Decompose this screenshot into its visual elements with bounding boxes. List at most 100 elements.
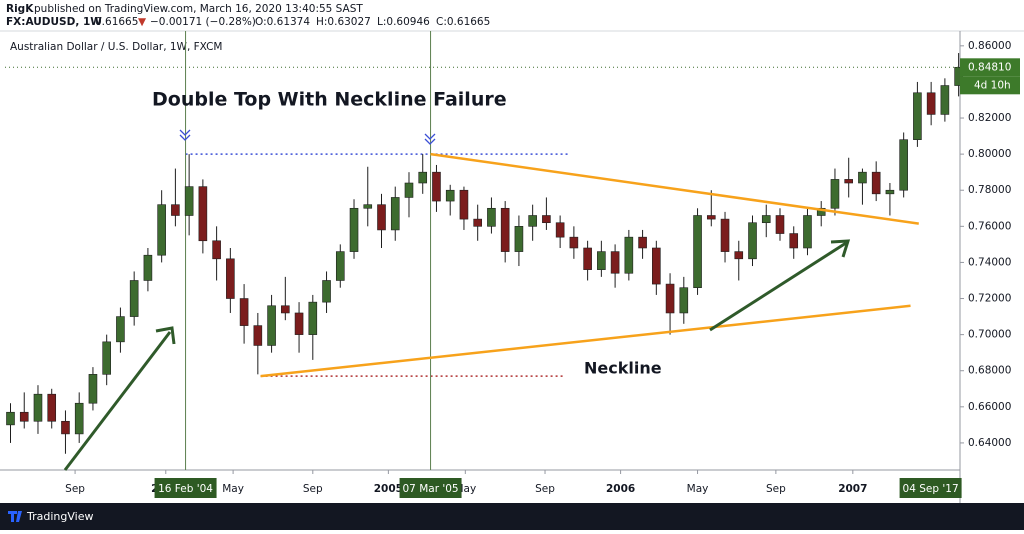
candle-body xyxy=(761,215,771,224)
arrow-head xyxy=(155,326,176,345)
y-tick-label: 0.70000 xyxy=(968,329,1011,341)
published: published on TradingView.com, March 16, … xyxy=(34,3,363,15)
marker-label: 04 Sep '17 xyxy=(903,483,959,495)
candle-body xyxy=(706,215,716,220)
candle-body xyxy=(390,197,400,231)
candle-body xyxy=(459,189,469,220)
candle-body xyxy=(528,215,537,227)
arrows xyxy=(63,239,851,471)
x-tick-label: Sep xyxy=(535,483,555,495)
candle-body xyxy=(473,218,482,227)
candle-body xyxy=(913,92,922,140)
candle-body xyxy=(267,305,276,346)
candle-body xyxy=(638,236,647,249)
countdown: 4d 10h xyxy=(974,79,1011,91)
candle-body xyxy=(335,251,345,281)
candle-body xyxy=(157,204,166,256)
x-tick-label: Sep xyxy=(303,483,323,495)
x-tick-label: Sep xyxy=(766,483,786,495)
candle-body xyxy=(47,393,57,422)
candle-body xyxy=(281,305,290,314)
low: L:0.60946 xyxy=(377,16,430,28)
candle-body xyxy=(143,254,153,281)
top-marker xyxy=(179,129,191,141)
marker-label: 07 Mar '05 xyxy=(403,483,459,495)
y-tick-label: 0.72000 xyxy=(968,293,1011,305)
y-tick-label: 0.82000 xyxy=(968,112,1011,124)
candle-body xyxy=(404,182,414,198)
candle-body xyxy=(583,247,592,270)
candle-body xyxy=(885,189,895,195)
candle-body xyxy=(239,298,249,326)
candle-body xyxy=(377,204,386,231)
marker-label-box xyxy=(154,478,217,498)
brand[interactable]: TradingView xyxy=(26,510,93,523)
candle-body xyxy=(171,204,180,216)
candle-body xyxy=(74,402,84,435)
candle-body xyxy=(363,204,373,209)
candle-body xyxy=(542,215,551,224)
trendline xyxy=(260,304,911,378)
candle-body xyxy=(445,189,455,202)
candle-body xyxy=(88,374,98,404)
y-tick-label: 0.86000 xyxy=(968,40,1011,52)
arrow-head xyxy=(830,239,851,258)
x-tick-label: May xyxy=(687,483,709,495)
close: C:0.61665 xyxy=(436,16,490,28)
candle-body xyxy=(830,179,840,209)
candle-body xyxy=(652,247,661,285)
candle-body xyxy=(322,280,331,303)
candle-body xyxy=(418,171,428,184)
candle-body xyxy=(294,312,304,335)
candle-body xyxy=(899,139,908,191)
candle-body xyxy=(926,92,936,115)
candle-body xyxy=(665,283,675,314)
candle-body xyxy=(226,258,235,299)
candle-body xyxy=(803,215,812,249)
y-tick-label: 0.76000 xyxy=(968,220,1011,232)
candle-body xyxy=(184,186,194,216)
candle-body xyxy=(308,301,318,335)
candle-body xyxy=(940,85,950,115)
marker-label-box xyxy=(399,478,462,498)
candle-body xyxy=(624,236,634,274)
candle-body xyxy=(789,233,799,249)
open: O:0.61374 xyxy=(255,16,310,28)
candle-body xyxy=(844,179,853,184)
x-tick-label: Sep xyxy=(65,483,85,495)
author: RigK xyxy=(6,3,34,15)
candle-body xyxy=(734,251,744,260)
last: 0.61665 xyxy=(95,16,138,28)
candle-body xyxy=(61,420,70,435)
candle-body xyxy=(253,325,263,346)
candle-body xyxy=(102,341,111,375)
arrow xyxy=(709,241,847,332)
candle-body xyxy=(116,316,125,343)
y-tick-label: 0.78000 xyxy=(968,184,1011,196)
marker-label: 16 Feb '04 xyxy=(158,483,213,495)
candle-body xyxy=(487,207,496,227)
candle-body xyxy=(432,171,441,202)
headline: Double Top With Neckline Failure xyxy=(152,89,507,111)
candle-body xyxy=(871,171,881,195)
top-marker xyxy=(424,133,436,145)
y-tick-label: 0.80000 xyxy=(968,148,1011,160)
candle-body xyxy=(816,207,826,216)
marker-label-box xyxy=(899,478,962,498)
candle-body xyxy=(775,215,785,234)
y-tick-label: 0.66000 xyxy=(968,401,1011,413)
candle-body xyxy=(720,218,730,252)
candle-body xyxy=(349,207,359,252)
x-tick-label: 2005 xyxy=(374,483,403,495)
last-price-label: 0.84810 xyxy=(968,61,1011,73)
candle-body xyxy=(610,251,620,274)
chart-title: Australian Dollar / U.S. Dollar, 1W, FXC… xyxy=(10,41,222,53)
x-tick-label: 2007 xyxy=(838,483,867,495)
candle-body xyxy=(679,287,689,314)
arrow xyxy=(63,331,172,471)
candle-body xyxy=(500,207,510,252)
x-tick-label: 2006 xyxy=(606,483,635,495)
candle-body xyxy=(693,215,702,288)
